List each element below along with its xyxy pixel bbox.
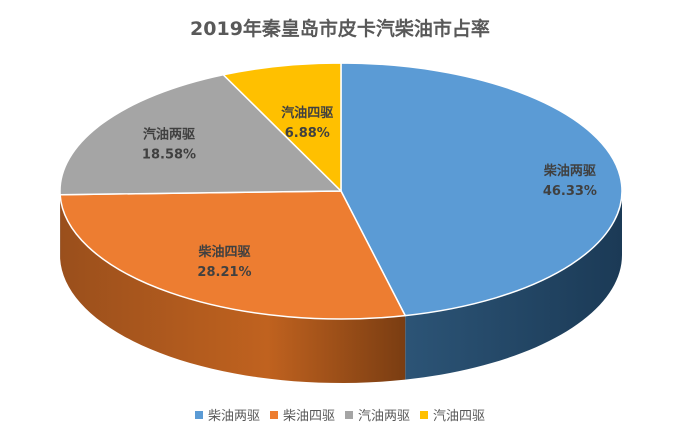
data-label-gasoline-4wd: 汽油四驱 6.88%	[281, 105, 333, 141]
data-label-gasoline-2wd: 汽油两驱 18.58%	[142, 127, 196, 163]
pie-tops	[59, 62, 623, 320]
pie-side-diesel-2wd	[405, 191, 622, 380]
data-label-category: 汽油四驱	[281, 105, 333, 121]
data-label-diesel-2wd: 柴油两驱 46.33%	[543, 163, 597, 199]
legend-item-diesel-4wd: 柴油四驱	[269, 405, 335, 424]
pie-slice-gasoline-4wd	[222, 62, 342, 192]
legend-swatch	[269, 411, 278, 419]
pie-slice-diesel-4wd	[59, 190, 406, 320]
legend-item-gasoline-4wd: 汽油四驱	[420, 405, 485, 424]
data-label-category: 汽油两驱	[143, 127, 195, 143]
data-label-value: 6.88%	[285, 126, 330, 141]
pie-slice-gasoline-2wd	[59, 74, 342, 196]
legend-label: 柴油四驱	[282, 409, 335, 424]
legend: 柴油两驱 柴油四驱 汽油两驱 汽油四驱	[0, 405, 680, 424]
legend-swatch	[420, 411, 429, 419]
pie-side-diesel-4wd	[60, 194, 406, 383]
legend-swatch	[345, 411, 353, 419]
data-label-category: 柴油四驱	[197, 244, 250, 260]
legend-label: 柴油两驱	[207, 409, 260, 424]
pie-slice-diesel-2wd	[340, 62, 623, 317]
data-label-diesel-4wd: 柴油四驱 28.21%	[197, 244, 251, 280]
data-label-category: 柴油两驱	[543, 163, 596, 179]
data-label-value: 28.21%	[197, 265, 251, 280]
legend-label: 汽油两驱	[358, 409, 411, 424]
data-label-value: 46.33%	[543, 184, 597, 199]
data-label-value: 18.58%	[142, 148, 196, 163]
legend-item-gasoline-2wd: 汽油两驱	[345, 405, 410, 424]
legend-item-diesel-2wd: 柴油两驱	[194, 405, 260, 424]
legend-label: 汽油四驱	[433, 409, 486, 424]
legend-swatch	[194, 411, 203, 419]
pie-sides	[60, 191, 622, 383]
chart-title: 2019年秦皇岛市皮卡汽柴油市占率	[190, 18, 490, 40]
pie-labels: 柴油两驱 46.33% 柴油四驱 28.21% 汽油两驱 18.58% 汽油四驱 6.88%	[142, 105, 597, 280]
